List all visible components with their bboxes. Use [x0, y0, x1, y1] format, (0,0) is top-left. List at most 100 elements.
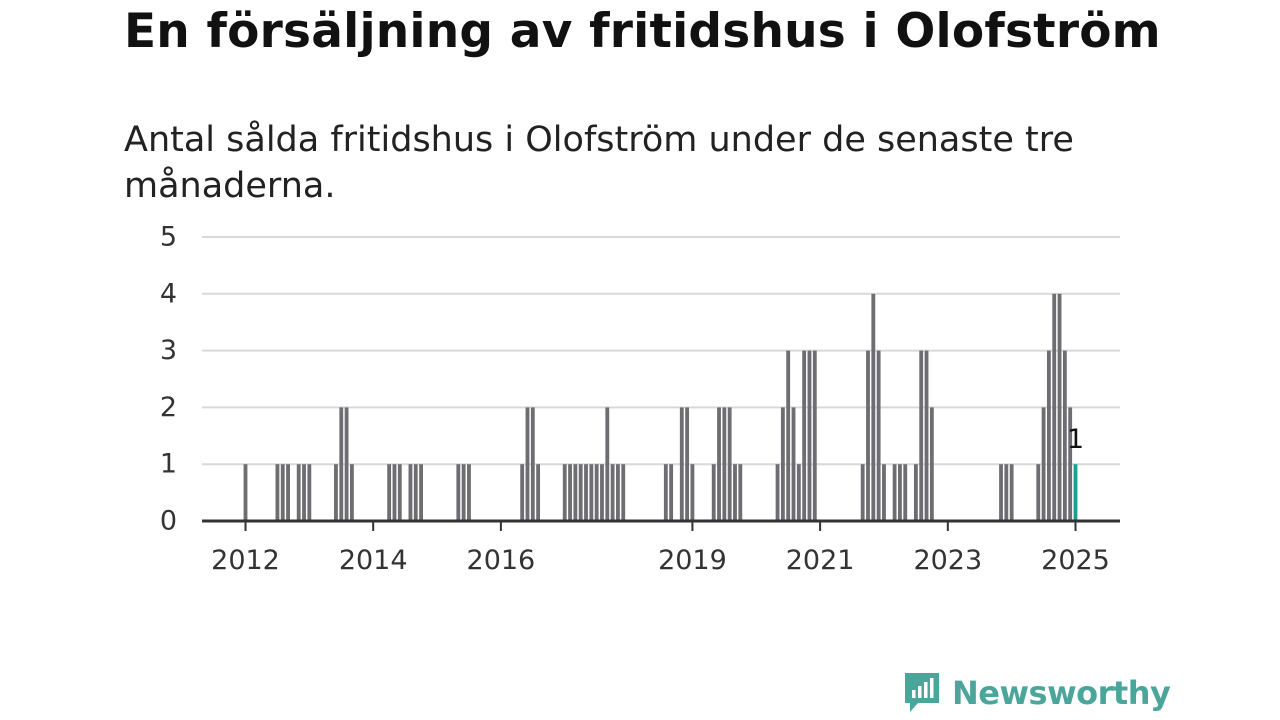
bar	[419, 464, 423, 521]
bar	[876, 350, 881, 521]
bar	[669, 464, 674, 521]
bar	[727, 407, 732, 521]
chart-subtitle: Antal sålda fritidshus i Olofström under…	[124, 120, 1074, 206]
bar	[1062, 350, 1067, 521]
bar	[892, 464, 897, 521]
newsworthy-logo-text: Newsworthy	[952, 674, 1171, 712]
bar	[679, 407, 684, 521]
bar	[605, 407, 610, 521]
page-title: En försäljning av fritidshus i Olofström	[124, 4, 1161, 59]
bar	[387, 464, 392, 521]
y-tick-label: 4	[160, 278, 177, 309]
bar	[594, 464, 599, 521]
bar	[663, 464, 668, 521]
bar	[578, 464, 583, 521]
x-tick-label: 2019	[658, 545, 727, 576]
bar	[600, 464, 604, 521]
bar	[860, 464, 865, 521]
bar	[243, 464, 248, 521]
gridlines	[202, 236, 1120, 466]
bar	[1052, 293, 1057, 521]
x-tick-label: 2025	[1041, 545, 1110, 576]
bar	[882, 464, 886, 521]
bar	[568, 464, 572, 521]
highlight-bar	[1073, 464, 1078, 521]
bar	[924, 350, 929, 521]
bar	[796, 464, 801, 521]
newsworthy-logo-icon	[905, 673, 939, 712]
bar	[807, 350, 812, 521]
bar	[589, 464, 594, 521]
y-tick-label: 0	[160, 506, 177, 537]
bar	[812, 350, 817, 521]
bar	[1041, 407, 1046, 521]
newsworthy-logo: Newsworthy	[902, 670, 1171, 716]
bar	[349, 464, 354, 521]
bar	[898, 464, 902, 521]
bar	[722, 407, 727, 521]
bar	[1068, 407, 1073, 521]
bar	[690, 464, 695, 521]
bar	[802, 350, 807, 521]
bar	[296, 464, 301, 521]
bar	[786, 350, 791, 521]
bar	[616, 464, 620, 521]
bar	[871, 293, 876, 521]
y-tick-label: 3	[160, 335, 177, 366]
bar	[397, 464, 402, 521]
y-tick-label: 2	[160, 392, 177, 423]
bar	[1004, 464, 1009, 521]
x-tick-label: 2012	[211, 545, 280, 576]
bar	[520, 464, 525, 521]
bar	[525, 407, 530, 521]
bar	[339, 407, 344, 521]
bar	[929, 407, 934, 521]
bar	[999, 464, 1003, 521]
bar	[903, 464, 908, 521]
bar	[307, 464, 312, 521]
bar	[467, 464, 471, 521]
bar	[1057, 293, 1062, 521]
bar	[302, 464, 306, 521]
bar	[780, 407, 785, 521]
y-tick-label: 5	[160, 222, 177, 253]
x-tick-label: 2014	[339, 545, 408, 576]
bar	[584, 464, 588, 521]
bar	[530, 407, 535, 521]
bar	[711, 464, 716, 521]
bars	[243, 293, 1078, 521]
bar	[344, 407, 349, 521]
bar	[461, 464, 466, 521]
bar	[286, 464, 290, 521]
bar	[280, 464, 285, 521]
bar	[1036, 464, 1041, 521]
bar	[392, 464, 397, 521]
bar	[866, 350, 870, 521]
bar	[573, 464, 578, 521]
y-axis-ticks: 0 1 2 3 4 5	[160, 222, 177, 537]
bar	[408, 464, 413, 521]
bar	[775, 464, 780, 521]
bar	[733, 464, 737, 521]
bar	[1009, 464, 1014, 521]
bar	[913, 464, 918, 521]
bar	[738, 464, 743, 521]
bar	[610, 464, 615, 521]
bar	[275, 464, 280, 521]
bar-chart: 0 1 2 3 4 5 2012 2014 2016 2019 2021 2023 2025 1	[160, 222, 1120, 576]
bar	[562, 464, 567, 521]
bar	[717, 407, 721, 521]
annotations: 1	[1067, 424, 1084, 455]
highlight-value-label: 1	[1067, 424, 1084, 455]
bar	[536, 464, 541, 521]
bar	[919, 350, 924, 521]
x-axis-ticks: 2012 2014 2016 2019 2021 2023 2025	[211, 521, 1110, 576]
x-tick-label: 2023	[913, 545, 982, 576]
x-tick-label: 2016	[467, 545, 536, 576]
bar	[1046, 350, 1051, 521]
bar	[621, 464, 626, 521]
bar	[334, 464, 338, 521]
bar	[791, 407, 796, 521]
bar	[456, 464, 461, 521]
bar	[413, 464, 418, 521]
